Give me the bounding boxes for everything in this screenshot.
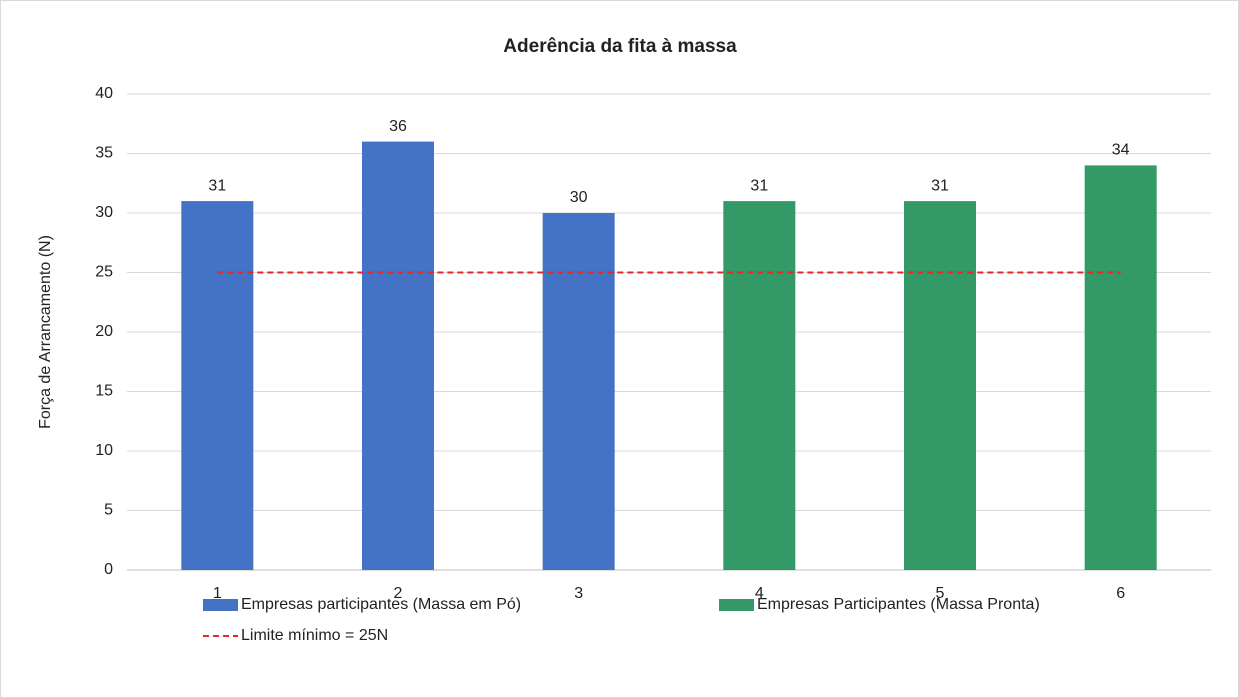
y-tick-label: 5 [104,502,113,519]
y-tick-label: 35 [95,145,113,162]
legend-label: Empresas Participantes (Massa Pronta) [757,596,1040,613]
legend-swatch [719,599,754,611]
bar [904,201,976,570]
data-label: 31 [931,177,949,194]
data-label: 30 [570,189,588,206]
y-axis-label: Força de Arrancamento (N) [37,235,54,429]
bar [1084,165,1157,570]
y-tick-label: 30 [95,204,113,221]
x-tick-label: 2 [394,585,403,602]
bar [181,201,254,570]
data-label: 36 [389,118,407,135]
y-tick-label: 20 [95,323,113,340]
bar [362,141,434,570]
x-tick-label: 3 [574,585,583,602]
y-tick-label: 25 [95,264,113,281]
bar [723,201,796,570]
data-label: 31 [750,177,768,194]
y-tick-label: 40 [95,85,113,102]
data-label: 34 [1112,142,1130,159]
legend-label: Limite mínimo = 25N [241,627,388,644]
y-tick-label: 15 [95,383,113,400]
x-tick-label: 5 [936,585,945,602]
y-tick-label: 0 [104,561,113,578]
x-tick-label: 6 [1116,585,1125,602]
legend-label: Empresas participantes (Massa em Pó) [241,596,521,613]
legend-swatch [203,599,238,611]
data-label: 31 [208,177,226,194]
bar [542,213,615,570]
chart-title: Aderência da fita à massa [503,36,737,57]
y-tick-label: 10 [95,442,113,459]
x-tick-label: 4 [755,585,764,602]
x-tick-label: 1 [213,585,222,602]
